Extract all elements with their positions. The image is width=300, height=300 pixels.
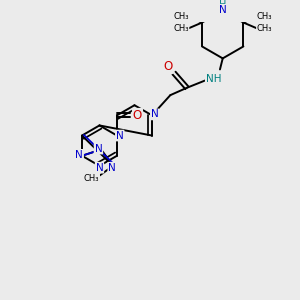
Text: CH₃: CH₃ [257,25,272,34]
Text: CH₃: CH₃ [173,25,189,34]
Text: N: N [94,144,102,154]
Text: N: N [108,163,116,173]
Text: CH₃: CH₃ [257,12,272,21]
Text: H: H [219,0,226,10]
Text: O: O [163,60,172,73]
Text: CH₃: CH₃ [84,174,99,183]
Text: CH₃: CH₃ [173,12,189,21]
Text: NH: NH [206,74,221,84]
Text: N: N [151,110,159,119]
Text: N: N [75,150,83,160]
Text: N: N [219,5,226,15]
Text: O: O [133,109,142,122]
Text: N: N [96,163,104,173]
Text: N: N [116,130,124,140]
